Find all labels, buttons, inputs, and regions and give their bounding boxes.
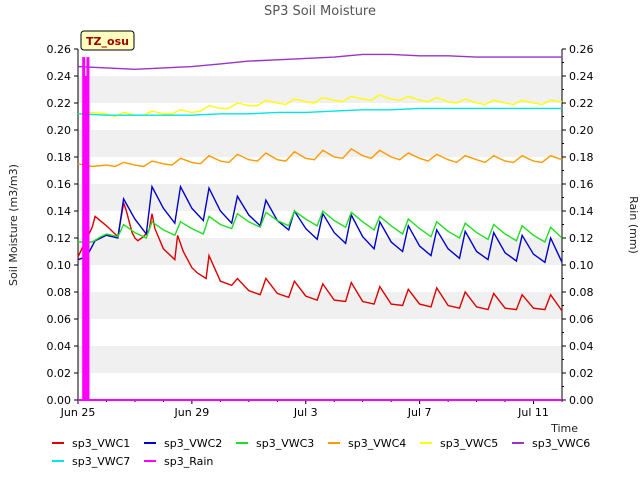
legend-label: sp3_VWC5 xyxy=(440,437,498,450)
x-tick-label: Jul 11 xyxy=(517,406,549,419)
y-tick-label: 0.10 xyxy=(47,259,72,272)
y2-tick-label: 0.12 xyxy=(569,232,594,245)
site-badge-box xyxy=(80,30,135,51)
legend-label: sp3_VWC1 xyxy=(72,437,130,450)
grid-band xyxy=(78,238,562,265)
series-line-sp3-vwc7 xyxy=(77,107,562,116)
x-tick-label: Jul 7 xyxy=(407,406,432,419)
y-tick-label: 0.06 xyxy=(47,313,72,326)
y-tick-label: 0.04 xyxy=(47,340,72,353)
grid-band xyxy=(78,346,562,373)
rain-bar xyxy=(84,76,88,400)
y-tick-label: 0.26 xyxy=(47,43,72,56)
rain-bar xyxy=(82,57,86,400)
x-axis-title: Time xyxy=(550,422,578,435)
y-tick-label: 0.14 xyxy=(47,205,72,218)
chart-title: SP3 Soil Moisture xyxy=(264,4,376,19)
x-tick-label: Jun 25 xyxy=(60,406,96,419)
grid-band xyxy=(78,292,562,319)
y-axis-title: Soil Moisture (m3/m3) xyxy=(7,164,20,286)
rain-bar xyxy=(86,57,90,400)
y-tick-label: 0.08 xyxy=(47,286,72,299)
series-line-sp3-vwc3 xyxy=(78,209,563,244)
y-tick-label: 0.00 xyxy=(47,394,72,407)
legend-label: sp3_VWC2 xyxy=(164,437,222,450)
series-line-sp3-vwc2 xyxy=(77,184,563,264)
grid-band xyxy=(78,76,562,103)
y2-tick-label: 0.10 xyxy=(569,259,594,272)
plot-area xyxy=(77,53,563,401)
y2-tick-label: 0.26 xyxy=(569,43,594,56)
site-badge: TZ_osu xyxy=(80,30,135,51)
grid-band xyxy=(78,184,562,211)
y2-tick-label: 0.02 xyxy=(569,367,594,380)
y-tick-label: 0.22 xyxy=(47,97,72,110)
series-line-sp3-vwc4 xyxy=(77,148,563,168)
legend: sp3_VWC1 sp3_VWC2 sp3_VWC3 sp3_VWC4 sp3_VWC5… xyxy=(52,437,590,468)
y-tick-label: 0.02 xyxy=(47,367,72,380)
series-line-sp3-vwc6 xyxy=(77,53,562,71)
y2-tick-label: 0.00 xyxy=(569,394,594,407)
axes: 0.00 0.00 0.02 0.02 0.04 0.04 0.06 0.06 0.08 0.08… xyxy=(47,43,594,419)
x-tick-label: Jun 29 xyxy=(174,406,210,419)
y-tick-label: 0.24 xyxy=(47,70,72,83)
y2-axis-title: Rain (mm) xyxy=(627,196,640,254)
y2-tick-label: 0.22 xyxy=(569,97,594,110)
legend-label: sp3_VWC3 xyxy=(256,437,314,450)
y2-tick-label: 0.06 xyxy=(569,313,594,326)
y-tick-label: 0.18 xyxy=(47,151,72,164)
y-tick-label: 0.20 xyxy=(47,124,72,137)
y2-tick-label: 0.16 xyxy=(569,178,594,191)
y2-tick-label: 0.18 xyxy=(569,151,594,164)
legend-label: sp3_VWC6 xyxy=(532,437,590,450)
series-line-sp3-vwc5 xyxy=(77,94,563,118)
y2-tick-label: 0.04 xyxy=(569,340,594,353)
y-tick-label: 0.16 xyxy=(47,178,72,191)
y2-tick-label: 0.08 xyxy=(569,286,594,299)
y-tick-label: 0.12 xyxy=(47,232,72,245)
series-line-sp3-vwc1 xyxy=(77,202,563,312)
y2-tick-label: 0.20 xyxy=(569,124,594,137)
y2-tick-label: 0.24 xyxy=(569,70,594,83)
y2-tick-label: 0.14 xyxy=(569,205,594,218)
legend-label: sp3_Rain xyxy=(164,455,213,468)
x-tick-label: Jul 3 xyxy=(293,406,318,419)
legend-label: sp3_VWC7 xyxy=(72,455,130,468)
legend-label: sp3_VWC4 xyxy=(348,437,406,450)
site-badge-label: TZ_osu xyxy=(86,35,129,48)
